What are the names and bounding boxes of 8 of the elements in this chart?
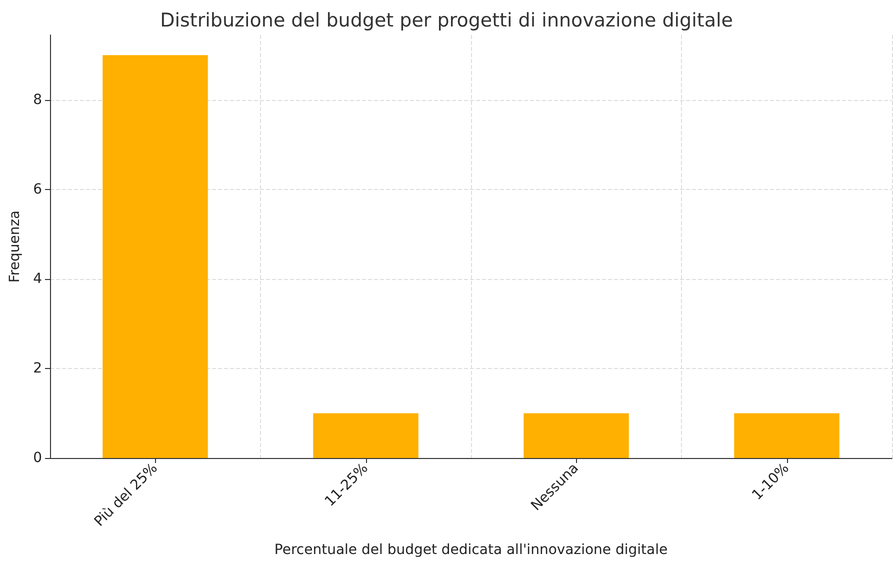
- chart-title: Distribuzione del budget per progetti di innovazione digitale: [160, 10, 733, 32]
- y-tick-label: 4: [33, 270, 42, 287]
- y-tick-label: 6: [33, 181, 42, 198]
- y-axis-title: Frequenza: [7, 210, 23, 283]
- y-tick-label: 2: [33, 360, 42, 376]
- y-tick-label: 0: [33, 450, 42, 466]
- x-axis-title: Percentuale del budget dedicata all'innovazione digitale: [274, 542, 668, 558]
- y-tick-label: 8: [33, 92, 42, 108]
